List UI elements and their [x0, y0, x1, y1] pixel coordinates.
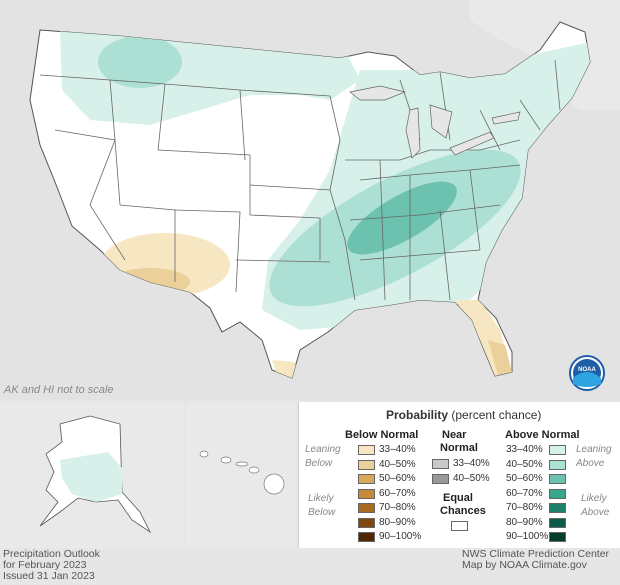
- footer-issued-date: Issued 31 Jan 2023: [3, 570, 95, 582]
- likely-below-line-2: Below: [308, 507, 336, 518]
- noaa-logo-text: NOAA: [578, 367, 596, 373]
- above-normal-label-6: 80–90%: [506, 516, 543, 528]
- near-normal-swatch-1: [432, 459, 449, 469]
- below-normal-label-5: 70–80%: [379, 502, 416, 513]
- below-normal-swatch-2: [358, 459, 375, 470]
- above-normal-label-4: 60–70%: [506, 487, 543, 499]
- legend-title: Probability (percent chance): [386, 408, 541, 422]
- below-normal-swatch-5: [358, 503, 375, 513]
- above-normal-label-1: 33–40%: [506, 444, 543, 455]
- leaning-above-line-2: Above: [576, 458, 605, 469]
- above-normal-swatch-7: [549, 532, 566, 542]
- leaning-below-line-2: Below: [305, 458, 333, 469]
- lake-ontario: [491, 111, 521, 125]
- equal-chances-swatch: [451, 521, 468, 531]
- below-40-50-florida: [488, 340, 512, 375]
- lake-huron: [429, 104, 453, 139]
- footer-source: NWS Climate Prediction Center: [462, 548, 610, 560]
- legend-title-main: Probability: [386, 408, 449, 422]
- footer-credit: Map by NOAA Climate.gov: [462, 559, 587, 571]
- above-normal-swatch-4: [549, 488, 566, 499]
- leaning-below-line-1: Leaning: [305, 444, 341, 455]
- near-normal-label-1: 33–40%: [453, 458, 490, 469]
- below-normal-label-6: 80–90%: [379, 516, 416, 528]
- likely-above-label: Likely Above: [581, 492, 609, 520]
- below-normal-label-4: 60–70%: [379, 487, 416, 499]
- footer-right: NWS Climate Prediction Center Map by NOA…: [462, 549, 609, 571]
- above-normal-label-7: 90–100%: [506, 531, 549, 542]
- near-normal-label-2: 40–50%: [453, 472, 490, 484]
- below-normal-label-1: 33–40%: [379, 444, 416, 455]
- below-normal-swatch-1: [358, 445, 375, 455]
- leaning-above-label: Leaning Above: [576, 443, 612, 471]
- below-normal-swatch-3: [358, 474, 375, 484]
- below-normal-label-7: 90–100%: [379, 531, 422, 542]
- likely-below-label: Likely Below: [308, 492, 335, 520]
- below-normal-label-2: 40–50%: [379, 458, 416, 470]
- above-normal-swatch-6: [549, 517, 566, 528]
- legend-title-suffix: (percent chance): [451, 408, 542, 422]
- likely-above-line-1: Likely: [581, 493, 607, 504]
- hawaii-inset: [186, 402, 296, 548]
- above-normal-label-2: 40–50%: [506, 458, 543, 470]
- below-33-40-south-texas: [272, 360, 300, 378]
- precipitation-outlook-map: NOAA: [29, 21, 605, 391]
- below-normal-swatch-7: [358, 532, 375, 542]
- equal-chances-label-2: Chances: [440, 505, 486, 517]
- near-normal-swatch-2: [432, 473, 449, 484]
- leaning-below-label: Leaning Below: [305, 443, 341, 471]
- above-normal-swatch-5: [549, 503, 566, 513]
- legend-panel: Probability (percent chance) Below Norma…: [298, 402, 620, 548]
- above-normal-header: Above Normal: [505, 429, 580, 441]
- noaa-logo: NOAA: [569, 355, 605, 391]
- alaska-inset: [0, 402, 184, 548]
- likely-above-line-2: Above: [581, 507, 610, 518]
- near-normal-header-2: Normal: [440, 442, 478, 454]
- above-normal-label-5: 70–80%: [506, 502, 543, 513]
- lake-erie: [449, 131, 495, 156]
- above-normal-label-3: 50–60%: [506, 473, 543, 484]
- above-50-60-ohio-valley: [347, 181, 457, 255]
- above-normal-swatch-1: [549, 445, 566, 455]
- equal-chances-label-1: Equal: [443, 492, 473, 504]
- below-normal-swatch-6: [358, 517, 375, 528]
- alaska-above-33-40: [60, 452, 122, 502]
- likely-below-line-1: Likely: [308, 493, 334, 504]
- footer-product-title: Precipitation Outlook: [3, 548, 100, 560]
- leaning-above-line-1: Leaning: [576, 444, 612, 455]
- lake-superior: [349, 85, 407, 101]
- above-normal-swatch-2: [549, 459, 566, 470]
- lake-michigan: [405, 107, 421, 159]
- below-normal-swatch-4: [358, 488, 375, 499]
- below-normal-label-3: 50–60%: [379, 473, 416, 484]
- above-normal-swatch-3: [549, 474, 566, 484]
- above-40-50-northwest: [98, 36, 182, 88]
- below-normal-header: Below Normal: [345, 429, 419, 441]
- scale-note: AK and HI not to scale: [4, 384, 114, 396]
- footer-valid-period: for February 2023: [3, 559, 87, 571]
- near-normal-header-1: Near: [442, 429, 467, 441]
- footer-left: Precipitation Outlook for February 2023 …: [3, 549, 100, 582]
- hawaii-islands: [199, 450, 285, 495]
